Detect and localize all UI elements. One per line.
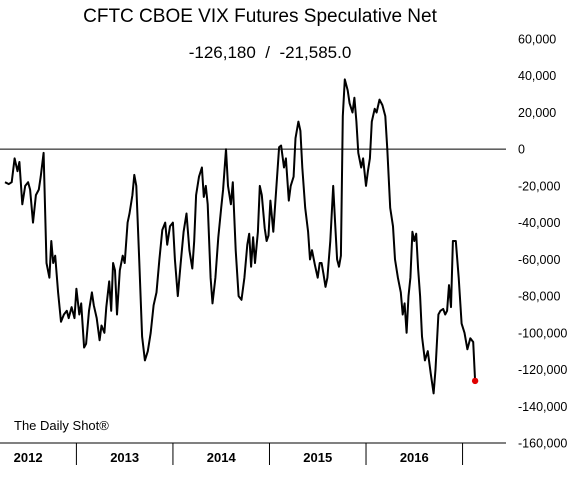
y-tick-label: -140,000 xyxy=(518,400,567,414)
y-tick-label: -80,000 xyxy=(518,290,560,304)
last-value-marker xyxy=(471,377,479,385)
source-label: The Daily Shot® xyxy=(14,418,109,433)
y-tick-label: -100,000 xyxy=(518,326,567,340)
y-tick-label: -40,000 xyxy=(518,216,560,230)
x-tick-label: 2014 xyxy=(207,450,237,465)
x-tick-label: 2016 xyxy=(400,450,429,465)
series-line xyxy=(4,78,477,395)
y-tick-label: -60,000 xyxy=(518,253,560,267)
x-tick-label: 2012 xyxy=(14,450,43,465)
x-tick-label: 2013 xyxy=(110,450,139,465)
chart-subtitle: -126,180 / -21,585.0 xyxy=(188,43,352,62)
y-tick-label: -120,000 xyxy=(518,363,567,377)
y-tick-label: 60,000 xyxy=(518,33,556,47)
y-tick-label: 40,000 xyxy=(518,69,556,83)
y-tick-label: 20,000 xyxy=(518,106,556,120)
y-tick-label: 0 xyxy=(518,143,525,157)
y-tick-label: -20,000 xyxy=(518,179,560,193)
y-tick-label: -160,000 xyxy=(518,437,567,451)
x-tick-label: 2015 xyxy=(303,450,332,465)
chart-title: CFTC CBOE VIX Futures Speculative Net xyxy=(83,6,437,27)
